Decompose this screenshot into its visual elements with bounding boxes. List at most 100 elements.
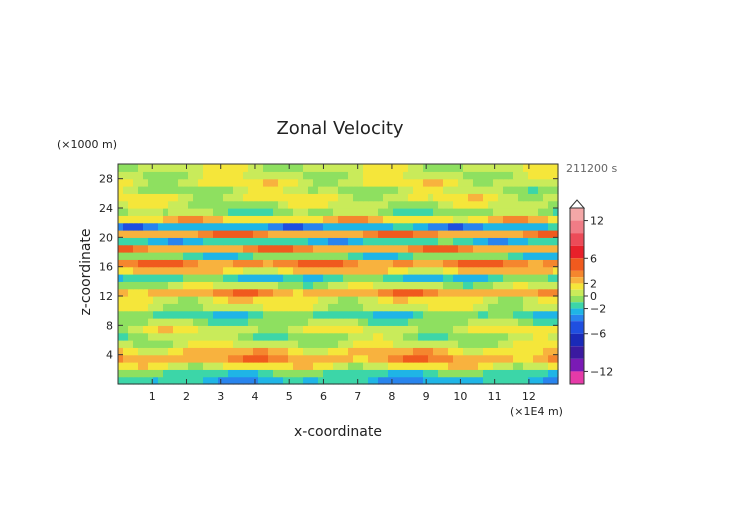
heatmap-cell: [188, 310, 194, 319]
heatmap-cell: [303, 288, 309, 297]
heatmap-cell: [333, 369, 339, 378]
heatmap-cell: [428, 347, 434, 356]
heatmap-cell: [203, 193, 209, 202]
heatmap-cell: [303, 237, 309, 246]
heatmap-cell: [288, 171, 294, 180]
heatmap-cell: [283, 208, 289, 216]
heatmap-cell: [443, 244, 449, 253]
heatmap-cell: [163, 303, 169, 312]
heatmap-cell: [408, 318, 414, 326]
heatmap-cell: [118, 303, 124, 312]
heatmap-cell: [173, 266, 179, 275]
heatmap-cell: [458, 193, 464, 202]
heatmap-cell: [253, 266, 259, 275]
heatmap-cell: [138, 164, 144, 172]
heatmap-cell: [348, 200, 354, 209]
heatmap-cell: [508, 266, 514, 275]
heatmap-cell: [398, 186, 404, 194]
heatmap-cell: [118, 230, 124, 238]
heatmap-cell: [258, 186, 264, 194]
heatmap-cell: [403, 340, 409, 348]
heatmap-cell: [323, 237, 329, 246]
heatmap-cell: [413, 178, 419, 187]
heatmap-cell: [403, 200, 409, 209]
heatmap-cell: [383, 347, 389, 356]
heatmap-cell: [373, 318, 379, 326]
heatmap-cell: [213, 215, 219, 224]
heatmap-cell: [388, 274, 394, 282]
heatmap-cell: [498, 303, 504, 312]
heatmap-cell: [418, 208, 424, 216]
heatmap-cell: [503, 193, 509, 202]
heatmap-cell: [188, 252, 194, 260]
heatmap-cell: [283, 310, 289, 319]
heatmap-cell: [348, 376, 354, 385]
heatmap-cell: [533, 332, 539, 341]
heatmap-cell: [208, 171, 214, 180]
heatmap-cell: [213, 237, 219, 246]
heatmap-cell: [273, 266, 279, 275]
heatmap-cell: [368, 252, 374, 260]
heatmap-cell: [288, 347, 294, 356]
heatmap-cell: [193, 244, 199, 253]
heatmap-cell: [258, 208, 264, 216]
heatmap-cell: [353, 164, 359, 172]
heatmap-cell: [543, 288, 549, 297]
heatmap-cell: [168, 237, 174, 246]
heatmap-cell: [143, 274, 149, 282]
heatmap-cell: [378, 208, 384, 216]
heatmap-cell: [343, 325, 349, 334]
heatmap-cell: [343, 178, 349, 187]
heatmap-cell: [278, 266, 284, 275]
heatmap-cell: [533, 200, 539, 209]
heatmap-cell: [538, 274, 544, 282]
x-tick-label: 2: [183, 390, 190, 403]
heatmap-cell: [148, 230, 154, 238]
heatmap-cell: [223, 332, 229, 341]
heatmap-cell: [383, 332, 389, 341]
heatmap-cell: [323, 244, 329, 253]
y-unit-label: (×1000 m): [57, 138, 117, 151]
heatmap-cell: [218, 200, 224, 209]
heatmap-cell: [463, 193, 469, 202]
heatmap-cell: [438, 215, 444, 224]
heatmap-cell: [223, 362, 229, 370]
heatmap-cell: [378, 215, 384, 224]
heatmap-cell: [128, 318, 134, 326]
heatmap-cell: [238, 259, 244, 268]
heatmap-cell: [478, 274, 484, 282]
heatmap-cell: [333, 310, 339, 319]
heatmap-cell: [333, 347, 339, 356]
heatmap-cell: [543, 376, 549, 385]
heatmap-cell: [208, 230, 214, 238]
heatmap-cell: [388, 164, 394, 172]
heatmap-cell: [388, 244, 394, 253]
heatmap-cell: [368, 318, 374, 326]
heatmap-cell: [133, 266, 139, 275]
heatmap-cell: [343, 200, 349, 209]
heatmap-cell: [473, 186, 479, 194]
heatmap-cell: [338, 171, 344, 180]
heatmap-cell: [188, 237, 194, 246]
heatmap-cell: [238, 230, 244, 238]
heatmap-cell: [488, 325, 494, 334]
heatmap-cell: [268, 178, 274, 187]
heatmap-cell: [158, 281, 164, 290]
heatmap-cell: [243, 318, 249, 326]
heatmap-cell: [208, 164, 214, 172]
heatmap-cell: [248, 318, 254, 326]
heatmap-cell: [528, 347, 534, 356]
heatmap-cell: [428, 354, 434, 363]
heatmap-cell: [213, 230, 219, 238]
heatmap-cell: [538, 230, 544, 238]
heatmap-cell: [543, 259, 549, 268]
heatmap-cell: [323, 215, 329, 224]
colorbar-tick-label: −12: [590, 365, 613, 378]
heatmap-cell: [493, 354, 499, 363]
heatmap-cell: [188, 347, 194, 356]
heatmap-cell: [308, 281, 314, 290]
heatmap-cell: [293, 222, 299, 231]
heatmap-cell: [243, 325, 249, 334]
heatmap-cell: [358, 288, 364, 297]
heatmap-cell: [513, 215, 519, 224]
